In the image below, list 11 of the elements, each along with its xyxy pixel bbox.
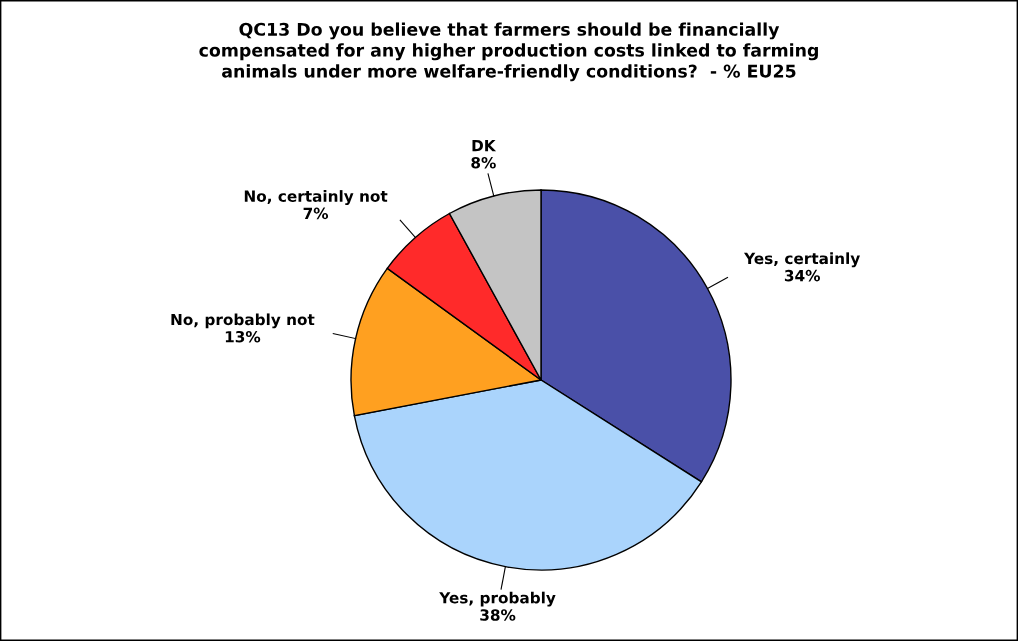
data-label: 8% xyxy=(471,156,496,169)
slice-label: No, probably not xyxy=(171,313,315,329)
chart-title: QC13 Do you believe that farmers should be financially compensated for any higher production costs linked to farming animals under more welfare-friendly conditions? - % EU25 xyxy=(199,22,818,82)
data-label: 13% xyxy=(225,330,261,343)
slice-label: DK xyxy=(472,140,497,152)
slice-label: Yes, certainly xyxy=(743,252,860,268)
data-label: 34% xyxy=(784,269,820,282)
data-label: 7% xyxy=(303,207,329,220)
slice-label: Yes, probably xyxy=(439,591,556,607)
data-label: 38% xyxy=(480,609,516,621)
slice-label: No, certainly not xyxy=(244,190,388,206)
